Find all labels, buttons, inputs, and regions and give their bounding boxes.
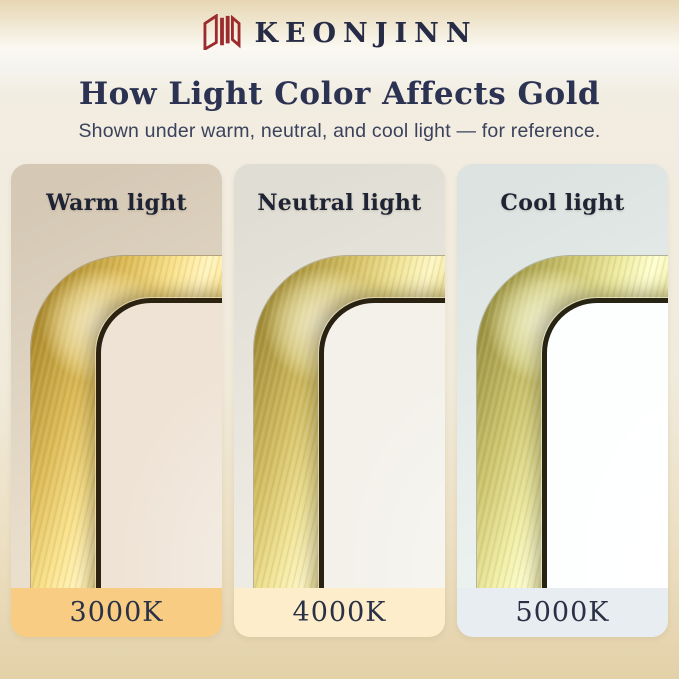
comparison-row: Warm light 3000K Neutral light 4000K Coo… bbox=[0, 164, 679, 638]
warm-mirror-photo: Warm light bbox=[11, 164, 222, 589]
warm-light-panel: Warm light 3000K bbox=[11, 164, 222, 638]
neutral-mirror-photo: Neutral light bbox=[234, 164, 445, 589]
brand-header: KEONJINN bbox=[0, 0, 679, 52]
gold-frame bbox=[23, 250, 222, 589]
gold-frame bbox=[469, 250, 668, 589]
panel-label: Warm light bbox=[46, 190, 187, 217]
panel-label: Neutral light bbox=[257, 190, 422, 217]
temperature-badge: 3000K bbox=[11, 588, 222, 638]
brand-logo-icon bbox=[201, 14, 243, 50]
mirror-glass bbox=[541, 297, 668, 589]
cool-mirror-photo: Cool light bbox=[457, 164, 668, 589]
cool-light-panel: Cool light 5000K bbox=[457, 164, 668, 638]
mirror-glass bbox=[95, 297, 222, 589]
neutral-light-panel: Neutral light 4000K bbox=[234, 164, 445, 638]
page-title: How Light Color Affects Gold bbox=[78, 76, 601, 112]
gold-frame bbox=[246, 250, 445, 589]
page-subtitle: Shown under warm, neutral, and cool ligh… bbox=[78, 120, 601, 143]
temperature-badge: 5000K bbox=[457, 588, 668, 638]
temperature-badge: 4000K bbox=[234, 588, 445, 638]
brand-name: KEONJINN bbox=[254, 18, 478, 49]
panel-label: Cool light bbox=[500, 190, 625, 217]
mirror-glass bbox=[318, 297, 445, 589]
